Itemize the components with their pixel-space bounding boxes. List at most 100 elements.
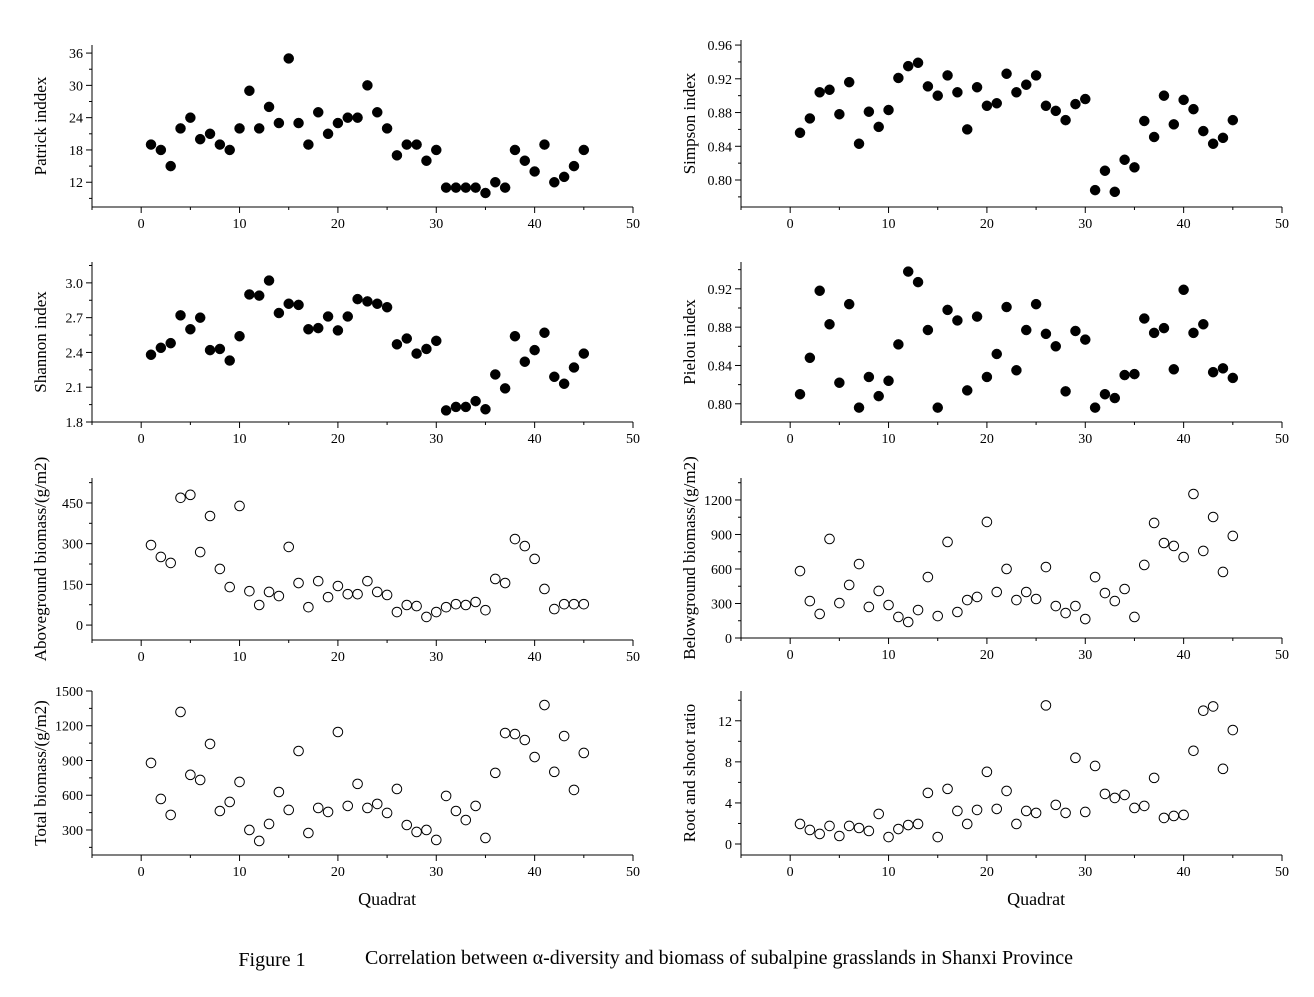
data-point	[431, 335, 442, 347]
data-point	[460, 182, 472, 193]
data-point	[1217, 763, 1229, 775]
data-point	[224, 144, 235, 156]
data-point	[824, 319, 835, 330]
data-point	[253, 835, 265, 847]
data-point	[431, 144, 442, 156]
data-point	[263, 586, 275, 598]
x-tick-label: 0	[138, 650, 145, 665]
data-point	[1089, 760, 1101, 772]
data-point	[893, 339, 904, 350]
data-point	[1227, 530, 1239, 542]
data-point	[450, 182, 462, 193]
data-point	[1080, 93, 1091, 105]
data-point	[1040, 700, 1052, 711]
data-point	[1119, 154, 1130, 166]
data-point	[234, 330, 245, 342]
data-point	[971, 81, 983, 93]
data-point	[558, 378, 570, 389]
data-point	[263, 818, 275, 830]
data-point	[1138, 559, 1150, 571]
data-point	[1168, 810, 1180, 822]
data-point	[322, 806, 334, 818]
data-point	[853, 402, 865, 413]
x-axis-label: Quadrat	[358, 889, 416, 909]
data-point	[1021, 324, 1032, 336]
data-point	[942, 304, 953, 316]
x-tick-label: 20	[980, 217, 994, 232]
data-point	[401, 819, 413, 831]
data-point	[912, 818, 924, 830]
x-tick-label: 50	[1275, 648, 1289, 663]
data-point	[1060, 386, 1071, 397]
data-point	[322, 311, 334, 322]
data-point	[1099, 388, 1111, 400]
data-point	[922, 571, 934, 583]
data-point	[893, 72, 904, 84]
data-point	[411, 600, 422, 612]
data-point	[519, 155, 531, 166]
data-point	[1011, 365, 1022, 376]
data-point	[283, 541, 295, 553]
x-tick-label: 10	[882, 648, 896, 663]
data-point	[853, 822, 865, 834]
data-point	[499, 727, 511, 739]
data-point	[578, 747, 590, 759]
data-point	[234, 776, 245, 788]
y-axis-label: Pielou index	[680, 299, 699, 385]
x-tick-label: 10	[882, 217, 896, 232]
x-tick-label: 40	[1177, 217, 1191, 232]
data-point	[470, 395, 481, 407]
data-point	[371, 586, 383, 598]
data-point	[1207, 138, 1219, 149]
data-point	[1227, 724, 1239, 736]
data-point	[480, 604, 491, 616]
data-point	[539, 583, 550, 595]
data-point	[411, 139, 422, 150]
data-point	[1148, 131, 1160, 143]
data-point	[853, 138, 865, 149]
y-tick-label: 2.4	[66, 346, 84, 361]
data-point	[1030, 593, 1042, 605]
y-axis-label: Shannon index	[31, 291, 50, 393]
data-point	[529, 751, 540, 763]
data-point	[1148, 517, 1160, 529]
data-point	[234, 123, 245, 134]
data-point	[1138, 800, 1150, 812]
data-point	[853, 558, 865, 570]
data-point	[362, 575, 373, 587]
data-point	[155, 144, 167, 156]
data-point	[1227, 372, 1239, 384]
data-point	[804, 595, 816, 607]
x-tick-label: 30	[429, 217, 443, 232]
x-tick-label: 40	[528, 650, 542, 665]
data-point	[1040, 100, 1052, 112]
data-point	[470, 596, 481, 608]
data-point	[519, 540, 531, 552]
y-tick-label: 8	[725, 756, 732, 771]
data-point	[440, 182, 452, 193]
x-tick-label: 50	[1275, 432, 1289, 447]
data-point	[873, 585, 885, 597]
data-point	[1119, 369, 1130, 381]
data-point	[509, 330, 521, 342]
data-point	[873, 390, 884, 402]
data-point	[362, 80, 373, 91]
data-point	[863, 601, 875, 613]
data-point	[303, 139, 314, 150]
data-point	[981, 100, 993, 112]
y-tick-label: 0.88	[708, 107, 733, 122]
data-point	[932, 402, 943, 413]
data-point	[332, 325, 344, 336]
data-point	[421, 824, 432, 836]
y-tick-label: 300	[62, 824, 83, 839]
data-point	[499, 182, 511, 193]
data-point	[214, 139, 226, 150]
data-point	[1060, 607, 1071, 619]
data-point	[332, 117, 344, 129]
y-tick-label: 0.96	[708, 39, 733, 54]
data-point	[1129, 368, 1140, 380]
data-point	[981, 766, 993, 778]
data-point	[273, 307, 285, 319]
panel-5: 0 10 20 30 40 50 0 300 600 900 1200 Belowground bio…	[680, 456, 1289, 663]
data-point	[578, 348, 590, 359]
